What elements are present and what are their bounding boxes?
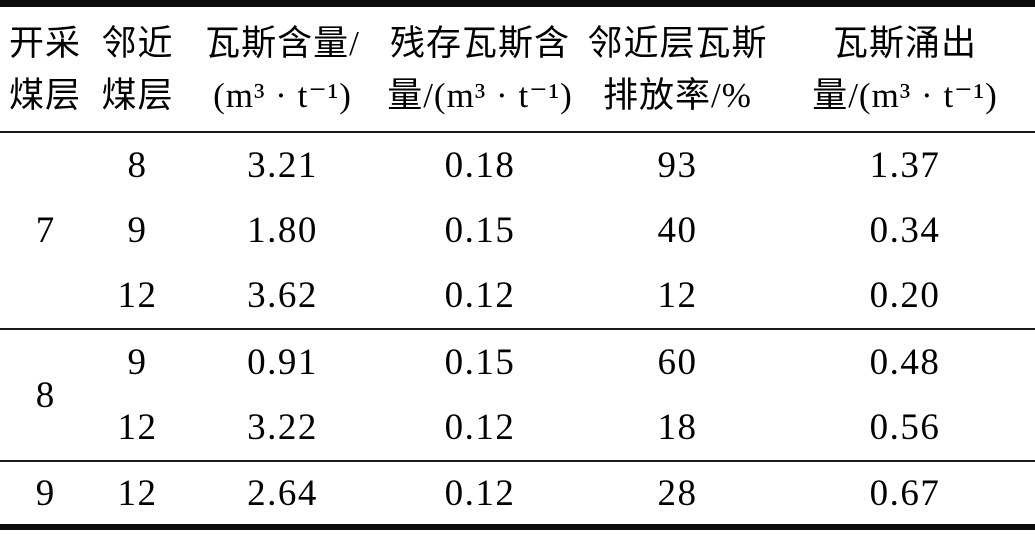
- mining-seam-cell: 9: [35, 472, 55, 514]
- table-row: 9 12 2.64 0.12 28 0.67: [0, 461, 1035, 527]
- table-row: 9 1.80 0.15 40 0.34: [0, 198, 1035, 263]
- header-line1: 邻近层瓦斯: [587, 23, 768, 63]
- header-row: 开采 煤层 邻近 煤层 瓦斯含量/ (m³ · t⁻¹): [0, 4, 1035, 133]
- mining-seam-cell: 7: [35, 210, 55, 251]
- header-line2: (m³ · t⁻¹): [213, 75, 352, 115]
- emission-rate-cell: 12: [657, 275, 698, 316]
- table-row: 8 9 0.91 0.15 60 0.48: [0, 329, 1035, 416]
- mining-seam-cell: 8: [35, 374, 55, 416]
- header-cell-adjacent-seam: 邻近 煤层: [90, 4, 185, 133]
- table-row: 7 8 3.21 0.18 93 1.37: [0, 132, 1035, 251]
- header-line2: 煤层: [8, 75, 81, 115]
- seam-group-8: 8 9 0.91 0.15 60 0.48 12 3.22 0.12 18 0.…: [0, 329, 1035, 461]
- table-row: 12 3.62 0.12 12 0.20: [0, 263, 1035, 329]
- table-header: 开采 煤层 邻近 煤层 瓦斯含量/ (m³ · t⁻¹): [0, 4, 1035, 133]
- header-cell-gas-content: 瓦斯含量/ (m³ · t⁻¹): [185, 4, 380, 133]
- header-line2: 排放率/%: [603, 75, 752, 115]
- emission-rate-cell: 40: [657, 210, 698, 251]
- adjacent-seam-cell: 12: [117, 275, 158, 316]
- emission-amount-cell: 0.48: [869, 342, 941, 383]
- adjacent-seam-cell: 12: [117, 472, 158, 514]
- header-cell-residual-gas-content: 残存瓦斯含 量/(m³ · t⁻¹): [380, 4, 580, 133]
- emission-rate-cell: 28: [657, 472, 698, 514]
- header-line1: 瓦斯含量/: [205, 23, 360, 63]
- table-row: 12 3.22 0.12 18 0.56: [0, 395, 1035, 461]
- header-cell-gas-emission-amount: 瓦斯涌出 量/(m³ · t⁻¹): [775, 4, 1035, 133]
- adjacent-seam-cell: 9: [127, 210, 148, 251]
- gas-content-cell: 3.21: [247, 145, 318, 186]
- header-line1: 开采: [8, 23, 81, 63]
- header-line1: 残存瓦斯含: [389, 23, 570, 63]
- residual-gas-cell: 0.12: [444, 472, 516, 514]
- header-line2: 量/(m³ · t⁻¹): [812, 75, 998, 115]
- header-line1: 邻近: [101, 23, 174, 63]
- header-line1: 瓦斯涌出: [832, 23, 977, 63]
- residual-gas-cell: 0.12: [444, 275, 516, 316]
- gas-content-cell: 1.80: [247, 210, 318, 251]
- header-cell-mining-seam: 开采 煤层: [0, 4, 90, 133]
- emission-amount-cell: 0.56: [869, 407, 941, 448]
- emission-rate-cell: 93: [657, 145, 698, 186]
- adjacent-seam-cell: 9: [127, 342, 148, 383]
- gas-content-cell: 0.91: [247, 342, 318, 383]
- residual-gas-cell: 0.18: [444, 145, 516, 186]
- emission-rate-cell: 18: [657, 407, 698, 448]
- emission-amount-cell: 0.67: [869, 472, 941, 514]
- header-cell-adjacent-emission-rate: 邻近层瓦斯 排放率/%: [580, 4, 775, 133]
- header-line2: 煤层: [101, 75, 174, 115]
- gas-content-cell: 2.64: [247, 472, 318, 514]
- seam-group-9: 9 12 2.64 0.12 28 0.67: [0, 461, 1035, 527]
- emission-amount-cell: 0.34: [869, 210, 941, 251]
- adjacent-seam-cell: 12: [117, 407, 158, 448]
- residual-gas-cell: 0.15: [444, 210, 516, 251]
- seam-group-7: 7 8 3.21 0.18 93 1.37 9 1.80 0.15 40 0.3…: [0, 132, 1035, 329]
- emission-rate-cell: 60: [657, 342, 698, 383]
- residual-gas-cell: 0.15: [444, 342, 516, 383]
- emission-amount-cell: 1.37: [869, 145, 941, 186]
- residual-gas-cell: 0.12: [444, 407, 516, 448]
- gas-content-cell: 3.22: [247, 407, 318, 448]
- header-line2: 量/(m³ · t⁻¹): [387, 75, 573, 115]
- gas-content-cell: 3.62: [247, 275, 318, 316]
- adjacent-seam-cell: 8: [127, 145, 148, 186]
- emission-amount-cell: 0.20: [869, 275, 941, 316]
